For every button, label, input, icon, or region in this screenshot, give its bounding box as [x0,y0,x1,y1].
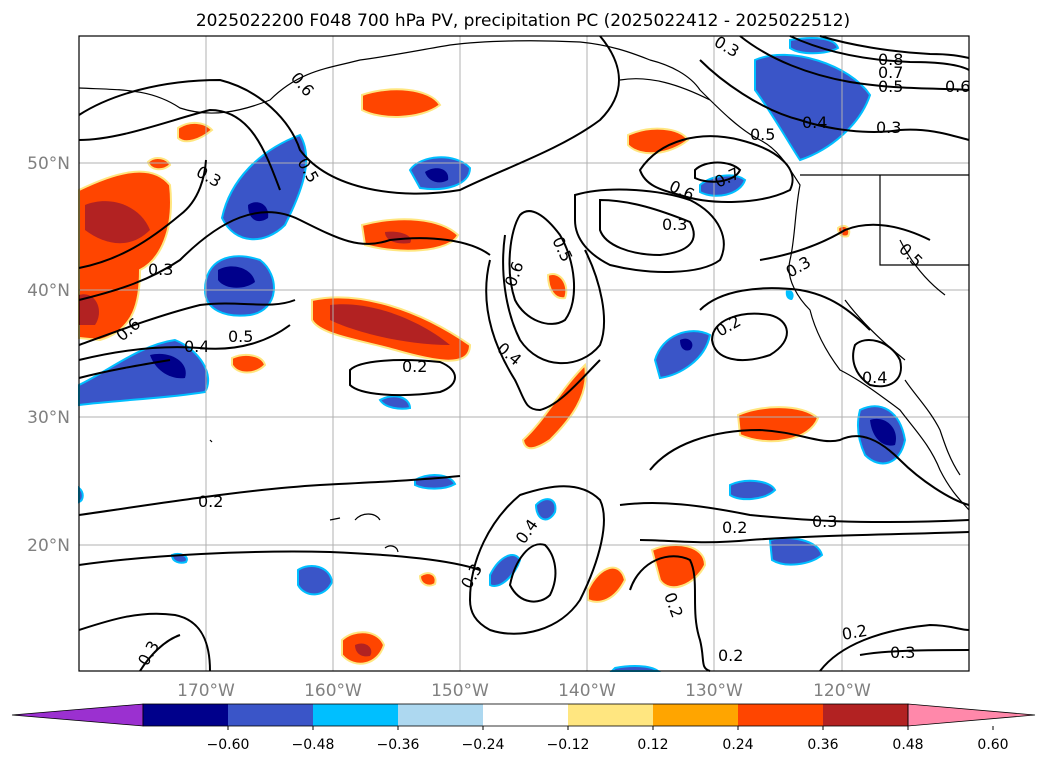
colorbar-tick-label: 0.24 [722,737,753,753]
colorbar-segment [313,704,398,726]
colorbar-segment [568,704,653,726]
colorbar-outline [142,703,909,727]
lon-labels: 170°W 160°W 150°W 140°W 130°W 120°W [177,681,871,701]
colorbar-tick-label: 0.36 [807,737,838,753]
lat-label: 20°N [27,536,70,556]
contour-label: 0.3 [876,118,901,137]
lat-label: 40°N [27,281,70,301]
contour-label: 0.2 [722,518,747,537]
coastlines [78,40,970,553]
colorbar-tick-label: 0.60 [977,737,1008,753]
colorbar [11,703,1036,727]
lat-label: 50°N [27,154,70,174]
lon-label: 120°W [813,681,871,701]
lat-label: 30°N [27,408,70,428]
figure-title: 2025022200 F048 700 hPa PV, precipitatio… [196,11,850,31]
colorbar-segment [653,704,738,726]
lat-labels: 50°N 40°N 30°N 20°N [27,154,70,556]
colorbar-extend-max [907,703,1036,727]
contour-label: 0.3 [890,643,915,662]
colorbar-tick-label: −0.48 [292,737,335,753]
map-frame [78,35,970,672]
contour-label: 0.6 [945,77,970,96]
colorbar-segment [823,704,908,726]
colorbar-tick-label: −0.12 [547,737,590,753]
contour-label: 0.2 [198,492,223,511]
contour-label: 0.2 [840,621,868,644]
lon-label: 140°W [558,681,616,701]
colorbar-extend-min [11,703,144,727]
lon-label: 170°W [177,681,235,701]
contour-label: 0.7 [878,63,903,82]
colorbar-tick-label: −0.24 [462,737,505,753]
colorbar-tick-label: 0.12 [637,737,668,753]
lon-label: 160°W [304,681,362,701]
contour-label: 0.8 [878,50,903,69]
contour-label: 0.4 [862,368,887,387]
pv-contours [78,35,970,672]
contour-label: 0.2 [718,646,743,665]
colorbar-segment [228,704,313,726]
map-panel: 0.3 0.3 0.6 0.5 0.4 0.6 0.5 0.2 0.4 0.6 … [78,32,970,672]
colorbar-ticks: −0.60 −0.48 −0.36 −0.24 −0.12 0.12 0.24 0.36 0.4… [207,726,1009,753]
lon-label: 150°W [431,681,489,701]
contour-label: 0.3 [148,260,173,279]
contour-label: 0.5 [750,125,775,144]
contour-label: 0.5 [878,77,903,96]
contour-label: 0.3 [662,215,687,234]
colorbar-segment [738,704,823,726]
precip-shading [78,37,907,672]
contour-label: 0.4 [184,337,209,356]
contour-label: 0.3 [812,512,837,531]
contour-label: 0.2 [402,357,427,376]
gridlines [79,36,969,671]
colorbar-tick-label: −0.60 [207,737,250,753]
colorbar-segment [398,704,483,726]
contour-label: 0.5 [228,327,253,346]
lon-label: 130°W [685,681,743,701]
colorbar-segment [143,704,228,726]
colorbar-tick-label: 0.48 [892,737,923,753]
contour-label: 0.4 [802,113,827,132]
colorbar-tick-label: −0.36 [377,737,420,753]
colorbar-segment [483,704,568,726]
